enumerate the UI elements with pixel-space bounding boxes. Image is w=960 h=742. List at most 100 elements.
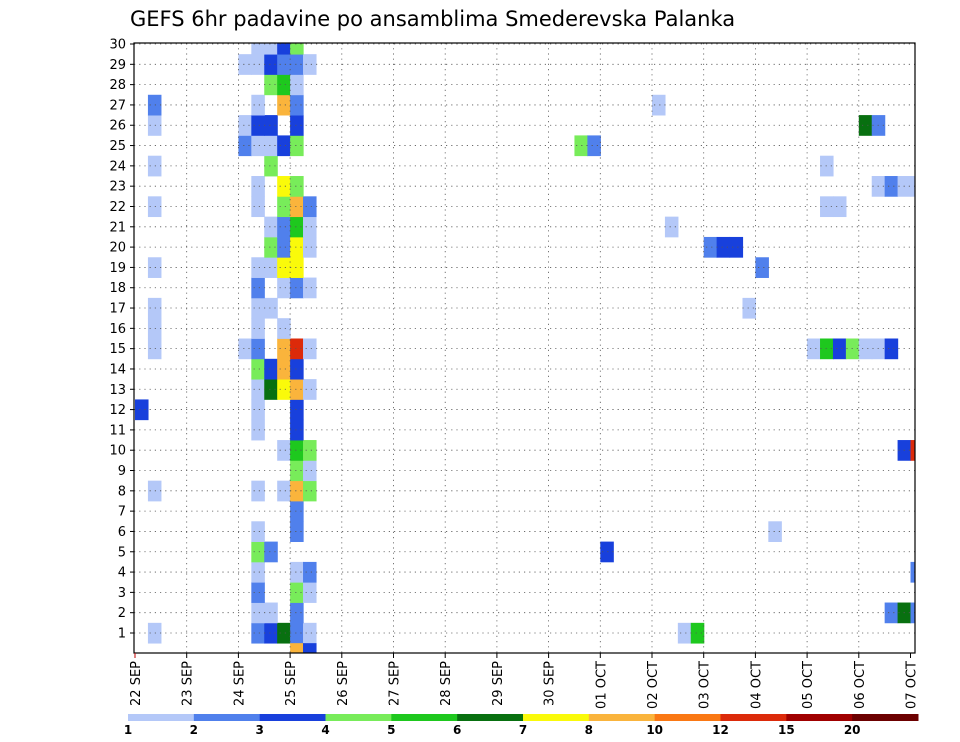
x-axis: 22 SEP 23 SEP 24 SEP 25 SEP 26 SEP 27 SEP 28 S… <box>129 653 920 709</box>
chart-title: GEFS 6hr padavine po ansamblima Smederev… <box>130 7 735 31</box>
heatmap-cell <box>264 602 278 624</box>
heatmap-cell <box>277 480 291 502</box>
heatmap-cell <box>290 277 304 299</box>
heatmap-cell <box>264 379 278 400</box>
heatmap-cell <box>147 297 162 319</box>
heatmap-cell <box>264 541 278 563</box>
heatmap-cell <box>238 115 252 136</box>
colorbar-label: 6 <box>453 723 461 737</box>
heatmap-cell <box>264 135 278 157</box>
heatmap-cell <box>277 135 291 157</box>
heatmap-cell <box>600 541 614 563</box>
colorbar-swatch <box>193 714 261 721</box>
colorbar: 1 2 3 4 5 6 7 8 10 12 15 20 <box>124 714 919 737</box>
plot-frame <box>133 42 916 654</box>
heatmap-cell <box>251 257 265 278</box>
colorbar-label: 5 <box>387 723 395 737</box>
y-tick-label: 8 <box>118 484 126 499</box>
heatmap-cell <box>147 480 162 502</box>
heatmap-cell <box>664 216 679 238</box>
heatmap-cell <box>251 358 265 380</box>
heatmap-cell <box>147 94 162 116</box>
heatmap-cell <box>290 94 304 116</box>
heatmap-cell <box>277 216 291 238</box>
heatmap-cell <box>910 176 915 197</box>
heatmap-cell <box>716 236 731 258</box>
x-tick-label: 04 OCT <box>749 661 764 709</box>
y-tick-label: 9 <box>118 464 126 479</box>
heatmap-cell <box>303 338 317 360</box>
heatmap-cell <box>264 54 278 75</box>
heatmap-cell <box>147 257 162 278</box>
heatmap-cell <box>290 135 304 157</box>
heatmap-cell <box>277 176 291 197</box>
x-tick-label: 07 OCT <box>905 661 920 709</box>
heatmap-cell <box>910 440 915 461</box>
heatmap-cell <box>251 43 265 55</box>
heatmap-cell <box>264 74 278 96</box>
heatmap-cell <box>290 257 304 278</box>
heatmap-cell <box>277 196 291 218</box>
heatmap-cell <box>264 236 278 258</box>
heatmap-cell <box>147 338 162 360</box>
heatmap-cell <box>147 622 162 644</box>
y-tick-label: 2 <box>118 606 126 621</box>
heatmap-cell <box>807 338 821 360</box>
heatmap-cell <box>703 236 718 258</box>
heatmap-cell <box>238 135 252 157</box>
heatmap-cell <box>251 419 265 441</box>
heatmap-cell <box>290 358 304 380</box>
colorbar-label: 7 <box>519 723 527 737</box>
heatmap-cell <box>277 94 291 116</box>
heatmap-cell <box>303 236 317 258</box>
x-tick-label: 25 SEP <box>284 661 299 706</box>
colorbar-swatch <box>391 714 458 721</box>
heatmap-cell <box>677 622 692 644</box>
heatmap-cell <box>264 216 278 238</box>
heatmap-cell <box>251 379 265 400</box>
y-tick-label: 19 <box>109 261 126 276</box>
heatmap-cell <box>264 358 278 380</box>
y-tick-label: 17 <box>109 302 126 317</box>
colorbar-swatch <box>786 714 853 721</box>
y-tick-label: 27 <box>109 98 126 113</box>
x-tick-label: 03 OCT <box>698 661 713 709</box>
heatmap-cell <box>303 196 317 218</box>
heatmap-cell <box>303 440 317 461</box>
colorbar-swatch <box>654 714 721 721</box>
x-tick-label: 23 SEP <box>181 661 196 706</box>
heatmap-cell <box>277 622 291 644</box>
heatmap-cell <box>303 379 317 400</box>
heatmap-cell <box>277 277 291 299</box>
y-tick-label: 6 <box>118 525 126 540</box>
heatmap-cell <box>238 54 252 75</box>
heatmap-cell <box>135 399 149 421</box>
y-tick-label: 23 <box>109 180 126 195</box>
y-tick-label: 16 <box>109 322 126 337</box>
heatmap-cell <box>290 419 304 441</box>
y-tick-label: 12 <box>109 403 126 418</box>
heatmap-cell <box>290 115 304 136</box>
heatmap-cell <box>251 399 265 421</box>
heatmap-cell <box>277 358 291 380</box>
heatmap-cell <box>238 338 252 360</box>
colorbar-swatch <box>588 714 656 721</box>
heatmap-cell <box>277 338 291 360</box>
colorbar-swatch <box>457 714 524 721</box>
heatmap-cell <box>251 115 265 136</box>
heatmap-cell <box>290 176 304 197</box>
heatmap-cell <box>729 236 744 258</box>
heatmap-cell <box>303 480 317 502</box>
heatmap-cell <box>290 338 304 360</box>
heatmap-cell <box>251 54 265 75</box>
x-tick-label: 24 SEP <box>232 661 247 706</box>
heatmap-cell <box>277 440 291 461</box>
heatmap-cell <box>251 480 265 502</box>
heatmap-cell <box>251 318 265 339</box>
heatmap-cell <box>858 338 873 360</box>
colorbar-swatch <box>852 714 919 721</box>
x-tick-label: 01 OCT <box>594 661 609 709</box>
heatmap-cell <box>251 541 265 563</box>
x-tick-label: 29 SEP <box>491 661 506 706</box>
